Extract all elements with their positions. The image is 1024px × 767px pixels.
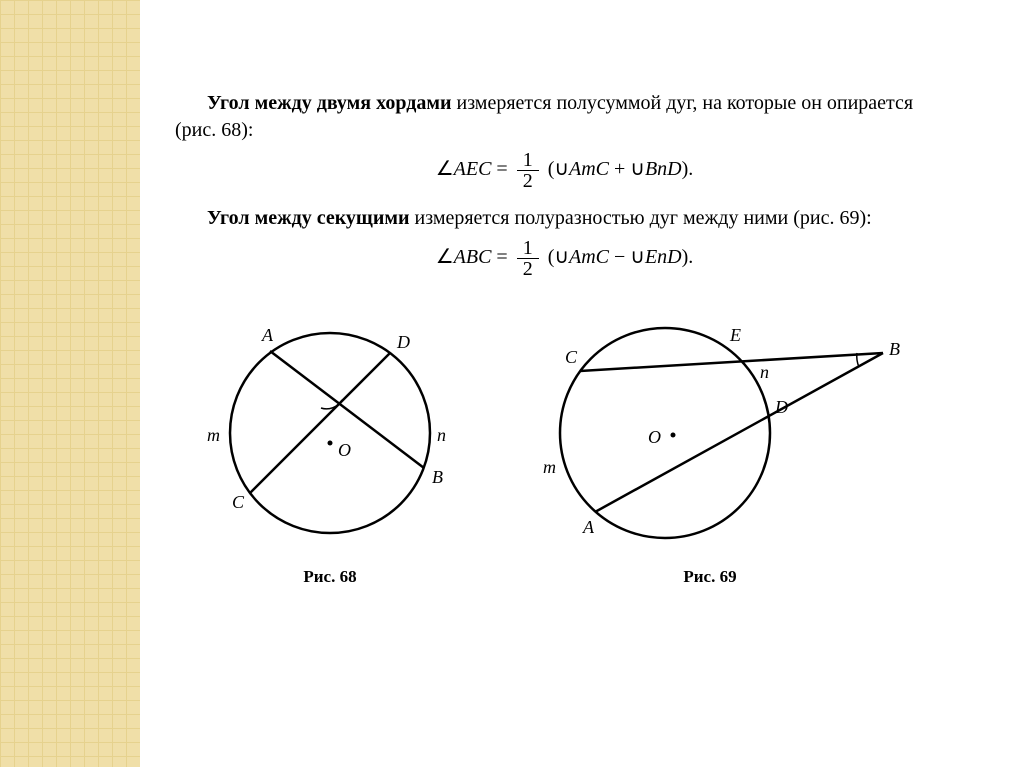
figure-69-svg: C E B n D O m A [505,293,915,563]
label-C2: C [565,347,578,367]
label-m: m [207,425,220,445]
formula2-lhs: ∠ABC = [436,246,513,268]
paragraph-secants: Угол между секущими измеряется полуразно… [175,205,954,232]
bold-lead-1: Угол между двумя хордами [207,92,456,114]
label-A: A [261,325,274,345]
tail-2: измеряется полуразностью дуг между ними … [415,207,872,229]
bold-lead-2: Угол между секущими [207,207,415,229]
decorative-sidebar [0,0,140,767]
label-B2: B [889,339,900,359]
label-n: n [437,425,446,445]
figure-69: C E B n D O m A Рис. 69 [505,293,915,587]
caption-69: Рис. 69 [505,567,915,587]
paragraph-chords: Угол между двумя хордами измеряется полу… [175,90,954,144]
formula-secants: ∠ABC = 1 2 (∪AmC − ∪EnD). [175,238,954,279]
label-m2: m [543,457,556,477]
label-D: D [396,332,410,352]
label-O: O [338,440,351,460]
formula-chords: ∠AEC = 1 2 (∪AmC + ∪BnD). [175,150,954,191]
label-B: B [432,467,443,487]
document-content: Угол между двумя хордами измеряется полу… [175,90,954,613]
label-A2: A [582,517,595,537]
diagrams-row: A D m n O B C Рис. 68 [175,293,954,613]
one-half-1: 1 2 [517,150,539,191]
label-C: C [232,492,245,512]
label-D2: D [774,397,788,417]
label-n2: n [760,362,769,382]
one-half-2: 1 2 [517,238,539,279]
figure-68-svg: A D m n O B C [185,293,475,563]
formula1-lhs: ∠AEC = [436,158,513,180]
label-O2: O [648,427,661,447]
label-E: E [729,325,741,345]
figure-68: A D m n O B C Рис. 68 [185,293,475,587]
caption-68: Рис. 68 [185,567,475,587]
